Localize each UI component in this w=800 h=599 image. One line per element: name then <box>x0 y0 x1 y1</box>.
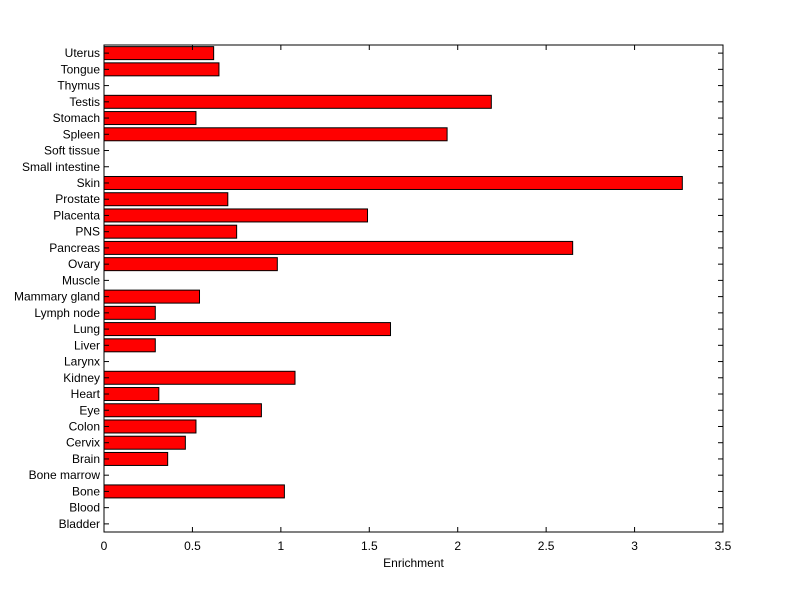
y-tick-label-lymph-node: Lymph node <box>34 306 100 320</box>
bar-testis <box>103 94 492 109</box>
bar-pancreas <box>103 240 574 255</box>
y-tick-label-cervix: Cervix <box>66 436 100 450</box>
y-tick-label-pns: PNS <box>75 225 100 239</box>
y-tick-label-testis: Testis <box>69 95 100 109</box>
x-tick-label-5: 2.5 <box>538 539 555 553</box>
y-tick-label-muscle: Muscle <box>62 273 100 287</box>
bar-placenta <box>103 208 369 223</box>
bar-lung <box>103 322 392 337</box>
x-tick-label-4: 2 <box>454 539 461 553</box>
bar-prostate <box>103 192 229 207</box>
bar-uterus <box>103 46 215 61</box>
y-tick-label-pancreas: Pancreas <box>49 241 100 255</box>
y-tick-label-thymus: Thymus <box>57 79 100 93</box>
x-tick-label-6: 3 <box>631 539 638 553</box>
y-tick-label-mammary-gland: Mammary gland <box>14 290 100 304</box>
y-tick-label-tongue: Tongue <box>61 62 101 76</box>
bar-pns <box>103 224 238 239</box>
y-tick-label-bladder: Bladder <box>59 517 100 531</box>
bar-ovary <box>103 257 278 272</box>
bar-bone <box>103 484 285 499</box>
y-tick-label-blood: Blood <box>69 501 100 515</box>
bar-tongue <box>103 62 220 77</box>
y-tick-label-heart: Heart <box>71 387 101 401</box>
y-tick-label-liver: Liver <box>74 338 100 352</box>
y-tick-label-uterus: Uterus <box>65 46 100 60</box>
y-tick-label-lung: Lung <box>73 322 100 336</box>
x-tick-label-7: 3.5 <box>715 539 732 553</box>
bar-mammary-gland <box>103 289 201 304</box>
bar-spleen <box>103 127 448 142</box>
x-tick-label-2: 1 <box>278 539 285 553</box>
bar-kidney <box>103 370 296 385</box>
y-tick-label-soft-tissue: Soft tissue <box>44 144 100 158</box>
y-tick-label-spleen: Spleen <box>63 127 100 141</box>
bar-liver <box>103 338 156 353</box>
y-tick-label-bone-marrow: Bone marrow <box>29 468 101 482</box>
y-tick-label-prostate: Prostate <box>55 192 100 206</box>
plot-frame <box>103 44 724 533</box>
ticks-group <box>103 45 724 532</box>
x-axis-title: Enrichment <box>383 556 444 570</box>
tick-labels-group: Bladder Blood Bone Bone marrow Brain Cervix Co… <box>14 46 732 553</box>
y-tick-label-kidney: Kidney <box>63 371 100 385</box>
bars-group <box>103 46 683 499</box>
y-tick-label-brain: Brain <box>72 452 100 466</box>
y-tick-label-colon: Colon <box>69 419 100 433</box>
bar-colon <box>103 419 197 434</box>
y-tick-label-eye: Eye <box>79 403 100 417</box>
y-tick-label-placenta: Placenta <box>53 208 100 222</box>
bar-eye <box>103 403 262 418</box>
bar-cervix <box>103 435 186 450</box>
bar-skin <box>103 175 683 190</box>
x-tick-label-0: 0 <box>101 539 108 553</box>
y-tick-label-ovary: Ovary <box>68 257 100 271</box>
bar-lymph-node <box>103 305 156 320</box>
bar-stomach <box>103 111 197 126</box>
y-tick-label-stomach: Stomach <box>53 111 100 125</box>
y-tick-label-larynx: Larynx <box>64 355 100 369</box>
x-tick-label-1: 0.5 <box>184 539 201 553</box>
y-tick-label-bone: Bone <box>72 484 100 498</box>
y-tick-label-small-intestine: Small intestine <box>22 160 100 174</box>
x-tick-label-3: 1.5 <box>361 539 378 553</box>
bar-brain <box>103 451 169 466</box>
y-tick-label-skin: Skin <box>77 176 100 190</box>
bar-heart <box>103 387 160 402</box>
